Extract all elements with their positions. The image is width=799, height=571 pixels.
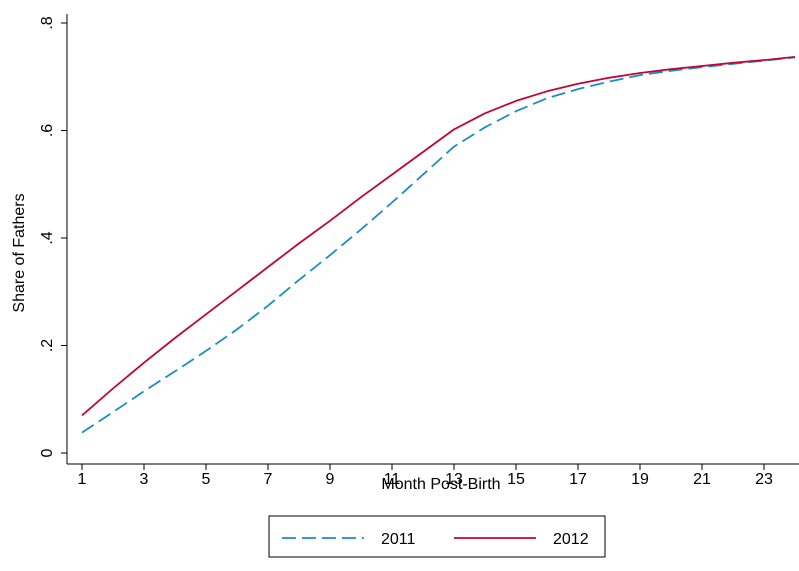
- y-tick-label: .4: [39, 231, 56, 244]
- series-layer: [81, 56, 796, 434]
- y-tick-label: .8: [39, 16, 56, 29]
- x-tick-label: 3: [140, 471, 149, 488]
- x-tick-label: 11: [384, 471, 401, 488]
- y-axis-label: Share of Fathers: [11, 193, 28, 312]
- x-tick-label: 7: [264, 471, 273, 488]
- x-tick-label: 1: [78, 471, 87, 488]
- x-ticks: 1 3 5 7 9 11 13 15 17 19 21 23: [78, 464, 773, 488]
- x-tick-label: 21: [693, 471, 711, 488]
- plot-area: 1 3 5 7 9 11 13 15 17 19 21 23 0.2.4.6.8: [39, 14, 799, 488]
- x-tick-label: 23: [755, 471, 773, 488]
- y-tick-label: .2: [39, 339, 56, 352]
- legend-label-2011: 2011: [381, 531, 416, 548]
- x-tick-label: 5: [202, 471, 211, 488]
- legend-box: [268, 515, 606, 558]
- x-tick-label: 15: [507, 471, 525, 488]
- x-tick-label: 19: [631, 471, 649, 488]
- y-tick-label: 0: [39, 448, 56, 457]
- legend-label-2012: 2012: [553, 531, 589, 548]
- y-tick-label: .6: [39, 124, 56, 137]
- legend: 2011 2012: [268, 515, 606, 558]
- x-tick-label: 13: [445, 471, 463, 488]
- series-line-2012: [81, 56, 796, 417]
- x-tick-label: 17: [569, 471, 587, 488]
- series-line-2011: [81, 56, 796, 434]
- x-tick-label: 9: [326, 471, 335, 488]
- x-axis-label: Month Post-Birth: [381, 476, 500, 493]
- y-ticks: 0 .2 .4 .6 .8: [39, 16, 67, 457]
